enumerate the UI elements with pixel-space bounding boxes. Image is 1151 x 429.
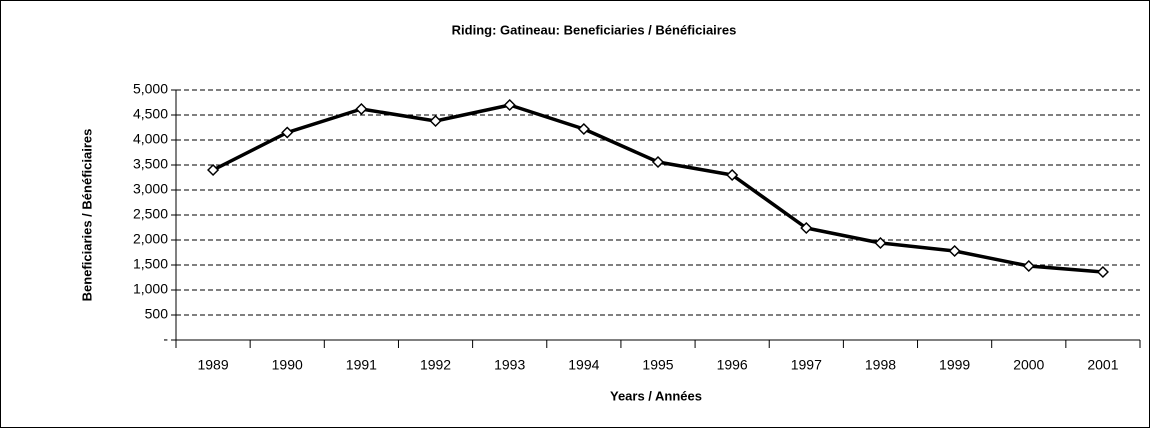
marker	[651, 155, 665, 169]
marker	[429, 114, 442, 128]
x-tick-label: 1990	[272, 357, 303, 373]
x-tick-label: 2000	[1013, 357, 1044, 373]
x-tick-label: 1989	[197, 357, 228, 373]
x-tick-label: 1998	[865, 357, 896, 373]
y-tick-label: 1,000	[133, 281, 168, 297]
marker	[577, 122, 590, 136]
marker	[207, 163, 220, 177]
marker	[948, 244, 961, 258]
y-tick-label: 1,500	[133, 256, 168, 272]
marker	[726, 168, 739, 182]
x-tick-label: 1997	[791, 357, 822, 373]
x-tick-label: 1995	[642, 357, 673, 373]
x-tick-label: 1996	[717, 357, 748, 373]
y-tick-label: 3,500	[133, 156, 168, 172]
y-axis-title: Beneficiaries / Bénéficiaires	[79, 129, 94, 302]
y-tick-label: 2,000	[133, 231, 168, 247]
marker	[281, 126, 294, 139]
x-tick-label: 2001	[1087, 357, 1118, 373]
marker	[355, 102, 368, 116]
chart-title: Riding: Gatineau: Beneficiaries / Bénéfi…	[452, 22, 737, 37]
y-tick-label: 3,000	[133, 181, 168, 197]
marker	[1022, 259, 1035, 273]
x-tick-label: 1999	[939, 357, 970, 373]
x-tick-label: 1991	[346, 357, 377, 373]
y-tick-label: 2,500	[133, 206, 168, 222]
marker	[800, 221, 813, 235]
x-axis-title: Years / Années	[610, 388, 702, 403]
marker	[874, 236, 887, 250]
y-tick-label: -	[163, 331, 168, 347]
y-tick-label: 5,000	[133, 81, 168, 97]
x-tick-label: 1992	[420, 357, 451, 373]
y-tick-label: 4,000	[133, 131, 168, 147]
marker	[503, 98, 516, 112]
x-tick-label: 1994	[568, 357, 599, 373]
y-tick-label: 4,500	[133, 106, 168, 122]
x-tick-label: 1993	[494, 357, 525, 373]
marker	[1096, 265, 1109, 279]
y-tick-label: 500	[145, 306, 169, 322]
